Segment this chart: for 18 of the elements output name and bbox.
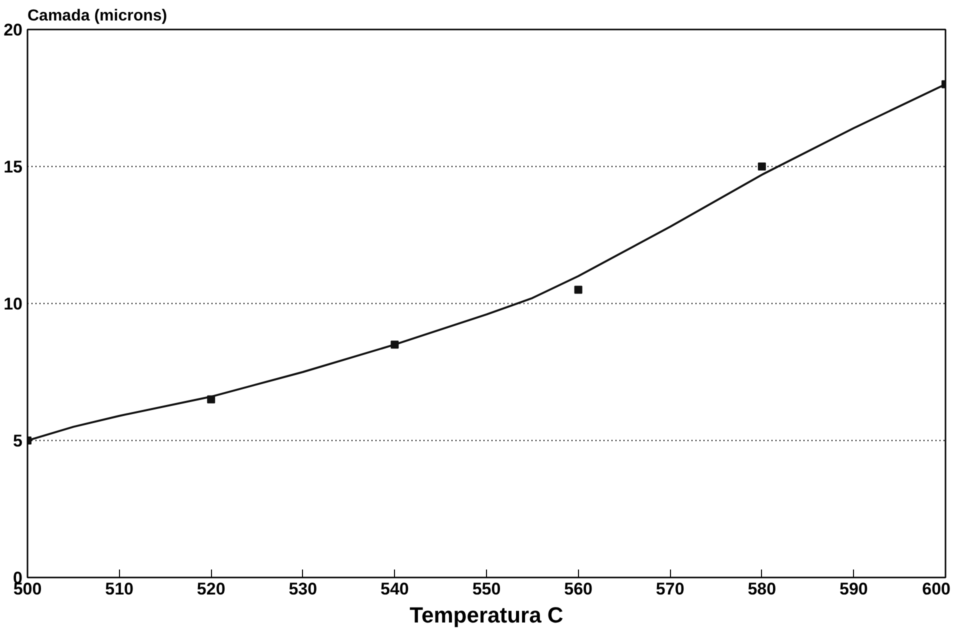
y-axis-title: Camada (microns) bbox=[28, 8, 168, 24]
x-tick-label: 560 bbox=[564, 580, 592, 598]
y-tick-label: 15 bbox=[4, 158, 23, 176]
x-tick-label: 510 bbox=[105, 580, 134, 598]
y-tick-label: 10 bbox=[4, 294, 23, 314]
x-tick-label: 530 bbox=[288, 580, 318, 598]
y-tick-label: 5 bbox=[13, 432, 23, 450]
x-tick-label: 580 bbox=[748, 580, 776, 598]
x-tick-label: 570 bbox=[656, 580, 684, 598]
x-axis-title: Temperatura C bbox=[410, 602, 564, 628]
x-tick-label: 540 bbox=[380, 580, 409, 598]
x-tick-label: 550 bbox=[472, 580, 501, 598]
y-tick-label: 20 bbox=[4, 20, 23, 40]
x-tick-label: 520 bbox=[196, 580, 226, 598]
point bbox=[758, 162, 766, 170]
x-tick-label: 590 bbox=[840, 580, 868, 598]
point bbox=[574, 286, 582, 294]
x-tick-label: 600 bbox=[922, 580, 951, 598]
